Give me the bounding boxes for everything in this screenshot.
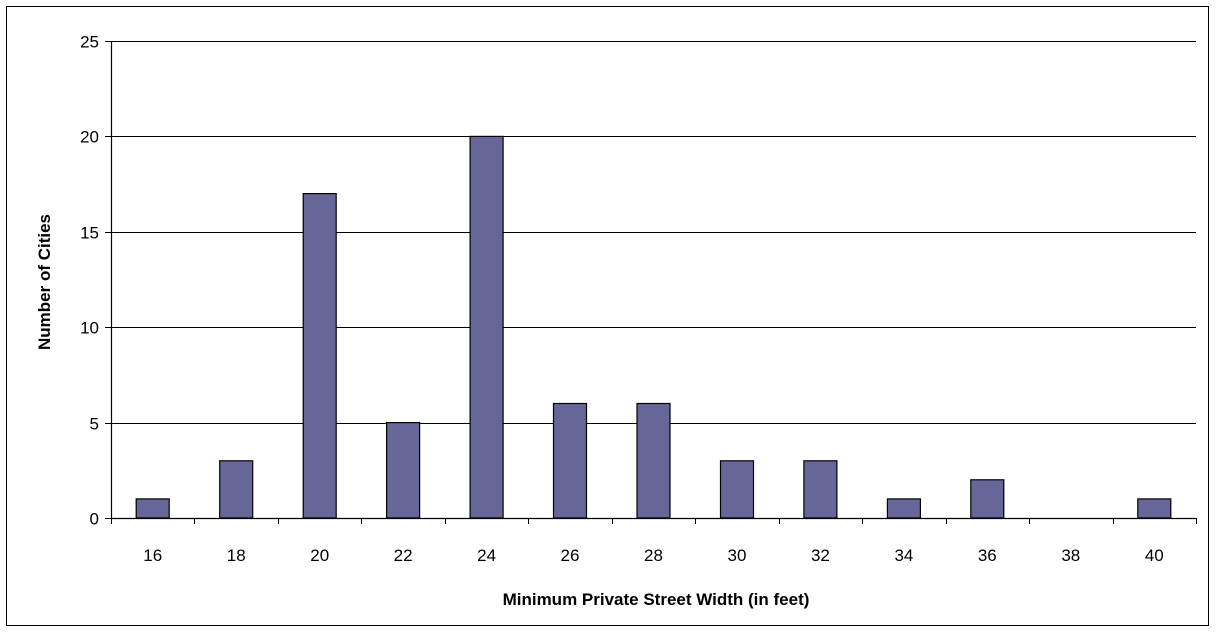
x-tick-labels: 16 18 20 22 24 26 28 30 32 34 36 38 40 xyxy=(143,546,1164,565)
bar-26 xyxy=(552,402,588,519)
axes xyxy=(105,41,1197,524)
x-tick-label: 16 xyxy=(143,546,162,565)
y-tick-label: 5 xyxy=(90,415,99,434)
x-tick-label: 28 xyxy=(644,546,663,565)
x-tick-label: 20 xyxy=(310,546,329,565)
x-tick-label: 18 xyxy=(227,546,246,565)
x-tick-label: 38 xyxy=(1061,546,1080,565)
y-tick-labels: 0 5 10 15 20 25 xyxy=(80,33,99,529)
bar-30 xyxy=(719,460,755,519)
y-tick-label: 0 xyxy=(90,510,99,529)
x-tick-label: 24 xyxy=(477,546,496,565)
x-tick-label: 34 xyxy=(894,546,913,565)
gridlines xyxy=(111,41,1196,424)
bars xyxy=(135,135,1172,519)
x-axis-title: Minimum Private Street Width (in feet) xyxy=(503,590,810,609)
y-tick-label: 20 xyxy=(80,128,99,147)
bar-22 xyxy=(386,422,421,519)
x-tick-label: 30 xyxy=(728,546,747,565)
bar-40 xyxy=(1137,498,1172,519)
bar-20 xyxy=(302,193,337,519)
x-tick-label: 22 xyxy=(394,546,413,565)
x-tick-label: 26 xyxy=(561,546,580,565)
bar-34 xyxy=(886,498,922,519)
y-tick-label: 25 xyxy=(80,33,99,52)
bar-16 xyxy=(135,498,170,519)
bar-24 xyxy=(469,135,504,519)
y-axis-title: Number of Cities xyxy=(35,214,54,350)
x-tick-label: 32 xyxy=(811,546,830,565)
y-tick-label: 10 xyxy=(80,319,99,338)
x-tick-label: 36 xyxy=(978,546,997,565)
y-tick-label: 15 xyxy=(80,224,99,243)
bar-28 xyxy=(636,402,671,519)
x-tick-label: 40 xyxy=(1145,546,1164,565)
bar-18 xyxy=(219,460,254,519)
bar-32 xyxy=(803,460,838,519)
bar-36 xyxy=(970,479,1005,519)
chart-frame xyxy=(6,6,1209,626)
